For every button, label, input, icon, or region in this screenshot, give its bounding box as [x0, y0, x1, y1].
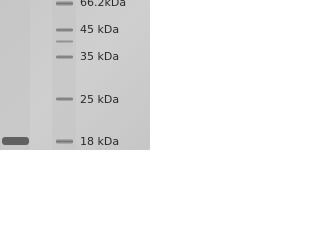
sample-lane — [0, 0, 30, 150]
marker-label: 18 kDa — [80, 135, 119, 148]
marker-label: 45 kDa — [80, 23, 119, 36]
marker-band — [56, 55, 73, 59]
protein-band — [2, 137, 29, 145]
marker-label: 66.2kDa — [80, 0, 126, 9]
gel-image: 66.2kDa 45 kDa 35 kDa 25 kDa 18 kDa — [0, 0, 150, 150]
marker-band — [56, 139, 73, 144]
marker-band — [56, 97, 73, 101]
marker-label: 35 kDa — [80, 50, 119, 63]
marker-lane — [52, 0, 76, 150]
marker-band — [56, 1, 73, 6]
marker-band — [56, 28, 73, 32]
marker-band — [56, 40, 73, 43]
marker-label: 25 kDa — [80, 93, 119, 106]
